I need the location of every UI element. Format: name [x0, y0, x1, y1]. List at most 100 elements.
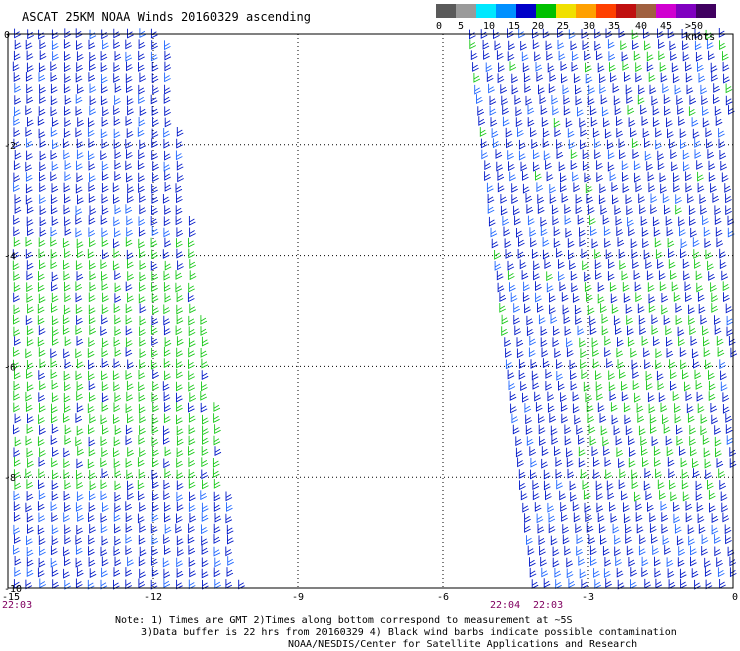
wind-barb: [113, 105, 120, 116]
wind-barb: [540, 217, 548, 227]
wind-barb: [151, 73, 159, 83]
wind-barb: [39, 578, 47, 589]
wind-barb: [514, 325, 522, 336]
wind-barb: [654, 237, 662, 248]
wind-barb: [556, 479, 563, 490]
wind-barb: [227, 556, 234, 566]
wind-barb: [26, 547, 34, 557]
wind-barb: [649, 414, 657, 424]
wind-barb: [38, 414, 45, 425]
wind-barb: [162, 249, 170, 259]
wind-barb: [556, 371, 564, 381]
wind-barb: [685, 72, 693, 83]
wind-barb: [593, 457, 600, 467]
wind-barb: [522, 171, 529, 181]
wind-barb: [556, 149, 564, 160]
wind-barb: [551, 435, 559, 445]
wind-barb: [634, 392, 641, 403]
wind-barb: [658, 270, 666, 281]
wind-barb: [519, 480, 526, 491]
wind-barb: [702, 215, 709, 226]
wind-barb: [687, 524, 695, 535]
wind-barb: [720, 381, 728, 392]
wind-barb: [548, 523, 556, 534]
wind-barb: [26, 94, 34, 104]
wind-barb: [714, 534, 721, 544]
map-title: ASCAT 25KM NOAA Winds 20160329 ascending: [22, 10, 311, 24]
wind-barb: [522, 183, 530, 194]
wind-barb: [88, 502, 96, 513]
wind-barb: [594, 259, 602, 270]
wind-barb: [537, 303, 544, 313]
wind-barb: [524, 303, 531, 314]
wind-barb: [176, 304, 184, 315]
wind-barb: [188, 413, 196, 423]
wind-barb: [113, 116, 121, 126]
wind-barb: [100, 523, 108, 534]
wind-barb: [515, 117, 523, 128]
wind-barb: [494, 250, 501, 260]
wind-barb: [579, 337, 587, 348]
wind-barb: [529, 567, 537, 578]
wind-barb: [113, 303, 121, 314]
wind-barb: [139, 72, 147, 83]
wind-barb: [38, 392, 46, 403]
wind-barb: [669, 480, 676, 490]
wind-barb: [726, 435, 734, 446]
wind-barb: [101, 567, 108, 578]
wind-barb: [13, 447, 21, 458]
wind-barb: [706, 138, 713, 149]
wind-barb: [581, 248, 589, 259]
wind-barb: [38, 293, 46, 304]
wind-barb: [188, 282, 195, 293]
wind-barb: [473, 73, 481, 83]
wind-barb: [150, 216, 158, 226]
wind-barb: [64, 435, 72, 445]
wind-barb: [572, 391, 580, 402]
wind-barb: [76, 491, 84, 502]
wind-barb: [520, 490, 528, 501]
wind-barb: [13, 127, 21, 138]
wind-barb: [687, 193, 694, 204]
wind-barb: [88, 380, 96, 391]
wind-barb: [138, 84, 146, 95]
wind-barb: [625, 84, 633, 95]
wind-barb: [532, 480, 540, 491]
wind-barb: [540, 226, 548, 237]
wind-barb: [648, 72, 656, 83]
wind-barb: [694, 369, 702, 380]
wind-barb: [708, 271, 715, 281]
wind-barb: [658, 39, 665, 50]
wind-barb: [126, 249, 134, 260]
wind-barb: [603, 226, 611, 237]
legend-swatch: [696, 4, 716, 18]
wind-barb: [114, 392, 122, 403]
wind-barb: [75, 227, 83, 238]
wind-barb: [618, 458, 625, 469]
wind-barb: [671, 161, 678, 172]
wind-barb: [545, 160, 552, 171]
wind-barb: [125, 281, 133, 292]
wind-barb: [213, 435, 221, 446]
wind-barb: [600, 205, 608, 215]
wind-barb: [113, 579, 120, 590]
wind-barb: [518, 359, 526, 369]
wind-barb: [668, 468, 676, 479]
wind-barb: [694, 579, 701, 590]
wind-barb: [101, 347, 109, 358]
wind-barb: [661, 304, 669, 315]
wind-barb: [563, 105, 571, 116]
wind-barb: [139, 193, 146, 203]
wind-barb: [127, 447, 134, 457]
wind-barb: [657, 380, 665, 391]
wind-barb: [516, 228, 523, 238]
wind-barb: [641, 336, 649, 346]
wind-barb: [101, 227, 109, 238]
wind-barb: [114, 83, 122, 93]
wind-barb: [38, 106, 46, 117]
wind-barb: [125, 116, 133, 127]
wind-barb: [685, 61, 692, 72]
wind-barb: [705, 469, 712, 480]
wind-barb: [25, 194, 33, 205]
wind-barb: [619, 260, 627, 270]
